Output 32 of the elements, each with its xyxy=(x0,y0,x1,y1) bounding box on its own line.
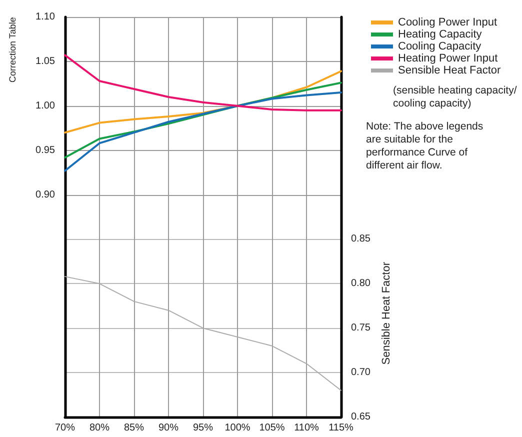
y2-tick-label: 0.85 xyxy=(351,234,371,245)
legend-label: Cooling Capacity xyxy=(398,40,482,52)
y-tick-label: 0.90 xyxy=(36,189,56,200)
y2-tick-label: 0.65 xyxy=(351,412,371,422)
line-series xyxy=(64,82,342,158)
x-tick-label: 85% xyxy=(124,422,144,434)
x-tick-label: 110% xyxy=(294,422,320,434)
y-axis-title: Correction Table xyxy=(8,17,18,83)
y2-tick-label: 0.80 xyxy=(351,278,371,290)
x-tick-label: 100% xyxy=(224,422,250,434)
x-tick-label: 80% xyxy=(89,422,110,434)
legend-label: Cooling Power Input xyxy=(398,16,498,28)
y2-tick-label: 0.70 xyxy=(351,367,371,378)
x-tick-label: 115% xyxy=(328,422,354,434)
x-tick-label: 105% xyxy=(259,422,285,434)
y-tick-label: 1.10 xyxy=(36,12,56,22)
legend-label: Heating Power Input xyxy=(398,52,498,64)
y2-tick-label: 0.75 xyxy=(351,322,371,334)
line-series xyxy=(64,92,342,172)
y-tick-label: 1.05 xyxy=(36,56,56,67)
line-series xyxy=(64,54,342,112)
text: (sensible heating capacity/ cooling capacity) xyxy=(393,84,520,110)
legend-label: Sensible Heat Factor xyxy=(398,64,502,76)
line-series xyxy=(64,276,342,391)
x-tick-label: 70% xyxy=(54,422,76,434)
y-tick-label: 1.00 xyxy=(36,100,56,112)
y-tick-label: 0.95 xyxy=(36,144,56,156)
x-tick-label: 95% xyxy=(192,422,214,434)
x-tick-label: 90% xyxy=(158,422,179,434)
y2-axis-title: Sensible Heat Factor xyxy=(380,262,392,365)
text: Note: The above legends are suitable for the performance Curve of different air flow. xyxy=(366,120,486,172)
legend-label: Heating Capacity xyxy=(398,28,482,40)
